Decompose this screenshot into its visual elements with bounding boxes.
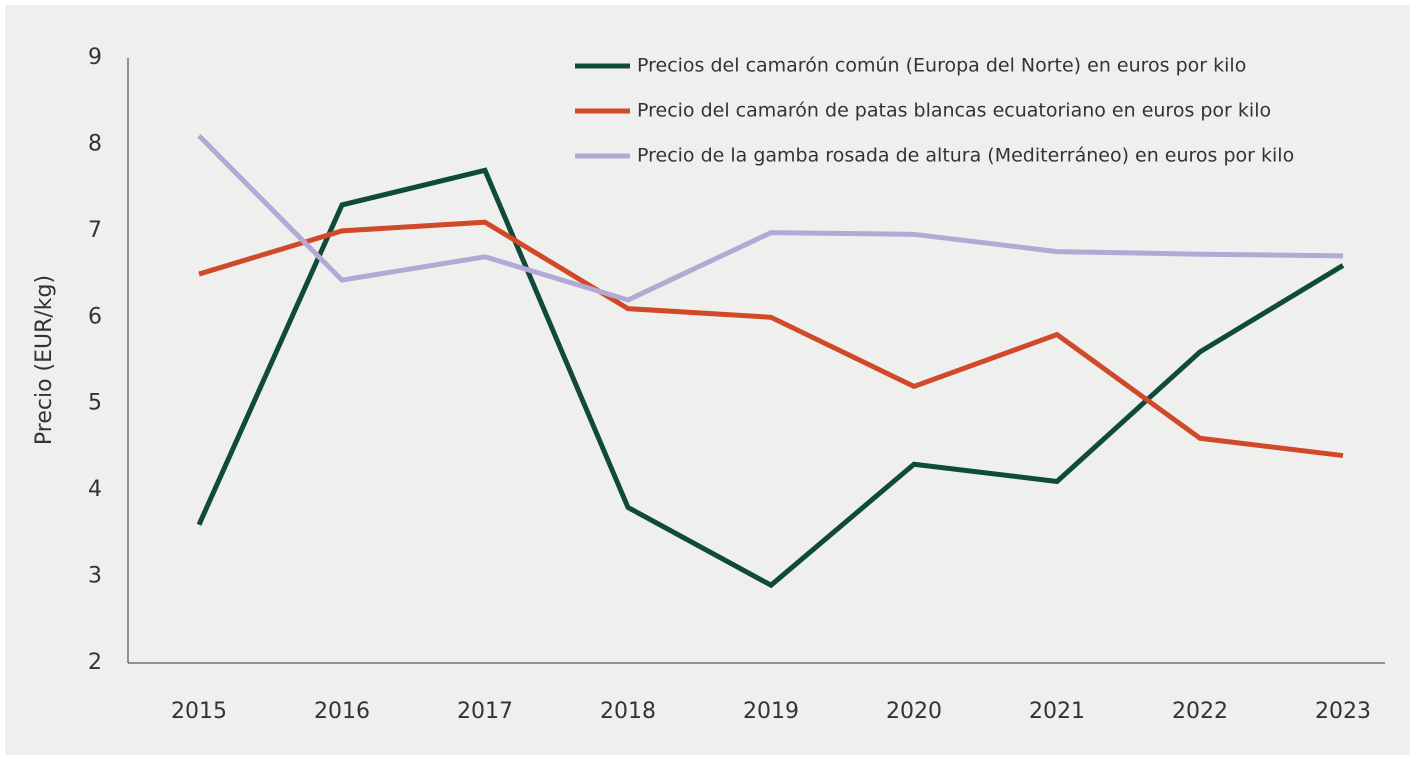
x-tick-label: 2023 [1315,699,1371,724]
y-tick-label: 9 [88,45,102,70]
legend-label: Precios del camarón común (Europa del No… [637,55,1246,77]
y-axis-label: Precio (EUR/kg) [32,275,57,445]
y-tick-label: 7 [88,218,102,243]
y-tick-label: 8 [88,131,102,156]
x-tick-label: 2018 [600,699,656,724]
x-tick-label: 2019 [743,699,799,724]
series-line [198,219,1344,459]
chart-background [5,5,1410,755]
x-tick-label: 2017 [457,699,513,724]
x-tick-label: 2022 [1172,699,1228,724]
y-tick-label: 5 [88,391,102,416]
x-tick-label: 2016 [314,699,370,724]
y-tick-label: 2 [88,650,102,675]
x-tick-label: 2021 [1029,699,1085,724]
x-tick-label: 2020 [886,699,942,724]
series-line [197,134,1344,303]
y-tick-label: 6 [88,304,102,329]
series-line [196,167,1345,589]
y-tick-label: 3 [88,564,102,589]
legend-label: Precio de la gamba rosada de altura (Med… [637,145,1294,167]
legend-label: Precio del camarón de patas blancas ecua… [637,100,1271,122]
y-tick-label: 4 [88,477,102,502]
x-tick-label: 2015 [171,699,227,724]
